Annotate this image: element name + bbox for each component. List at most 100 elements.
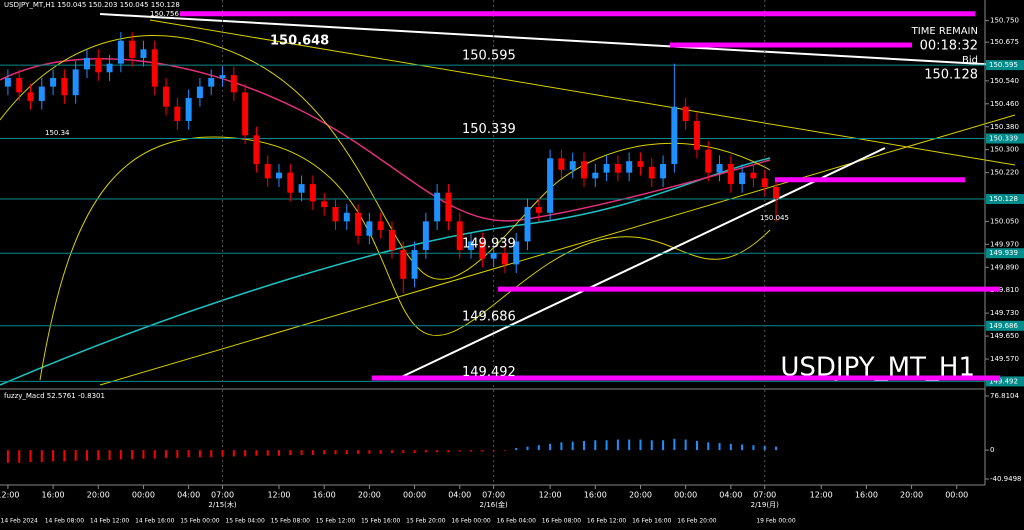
candle-body: [592, 172, 599, 179]
moving-average: [0, 58, 771, 222]
chart-title: USDJPY_MT,H1 150.045 150.203 150.045 150…: [4, 1, 180, 9]
annotation: 150.339: [462, 122, 516, 137]
candle-body: [750, 172, 757, 179]
candle-body: [648, 166, 655, 179]
x-tick-label: 16:00: [855, 491, 878, 500]
date-label: 15 Feb 08:00: [271, 518, 311, 525]
x-tick-label: 16:00: [313, 491, 336, 500]
y-tick-label: 150.540: [990, 77, 1019, 85]
date-label: 15 Feb 00:00: [180, 518, 220, 525]
candle-body: [287, 172, 294, 193]
candle-body: [219, 75, 226, 79]
candle-body: [682, 106, 689, 122]
y-tick-label: 149.730: [990, 309, 1019, 317]
x-tick-label: 12:00: [539, 491, 562, 500]
candle-body: [626, 161, 633, 173]
date-marker: 2/15(木): [208, 500, 236, 509]
candle-body: [83, 57, 90, 70]
candle-body: [343, 212, 350, 222]
trend-line: [99, 13, 1001, 66]
date-marker: 2/19(月): [751, 501, 779, 509]
y-tick-label: 149.890: [990, 263, 1019, 271]
candle-body: [422, 221, 429, 251]
x-tick-label: 00:00: [674, 491, 697, 500]
candle-body: [264, 164, 271, 179]
candle-body: [377, 221, 384, 230]
x-tick-label: 00:00: [945, 491, 968, 500]
x-tick-label: 00:00: [403, 491, 426, 500]
candle-body: [253, 135, 260, 165]
price-tag-box: [986, 60, 1024, 71]
date-label: 16 Feb 04:00: [497, 518, 537, 525]
date-label: 16 Feb 16:00: [632, 518, 672, 525]
candle-body: [501, 252, 508, 265]
date-label: 14 Feb 08:00: [45, 518, 85, 525]
trend-line: [394, 147, 886, 381]
annotation: 150.648: [270, 33, 329, 48]
candle-body: [445, 192, 452, 222]
candle-body: [637, 161, 644, 167]
annotation: 150.595: [462, 49, 516, 64]
candle-body: [16, 78, 23, 93]
bollinger-band: [0, 35, 771, 280]
moving-average: [0, 157, 771, 386]
x-tick-label: 04:00: [448, 491, 471, 500]
price-tag-box: [986, 133, 1024, 144]
bid: 150.128: [924, 68, 978, 83]
x-tick-label: 20:00: [358, 491, 381, 500]
x-tick-label: 07:00: [482, 491, 505, 500]
candle-body: [558, 158, 565, 170]
candle-body: [230, 75, 237, 93]
candle-body: [321, 201, 328, 208]
candle-body: [603, 164, 610, 173]
candle-body: [490, 252, 497, 259]
candle-body: [309, 184, 316, 202]
date-label: 14 Feb 2024: [1, 518, 39, 525]
x-tick-label: 04:00: [177, 491, 200, 500]
y-tick-label: 149.810: [990, 286, 1019, 294]
candle-body: [580, 161, 587, 179]
candle-body: [208, 78, 215, 87]
candle-body: [400, 250, 407, 279]
candle-body: [716, 164, 723, 173]
candle-body: [117, 40, 124, 64]
candle-body: [196, 86, 203, 99]
date-label: 16 Feb 12:00: [587, 518, 627, 525]
indicator-title: fuzzy_Macd 52.5761 -0.8301: [4, 392, 105, 400]
candle-body: [671, 106, 678, 165]
candle-body: [140, 49, 147, 58]
x-tick-label: 16:00: [584, 491, 607, 500]
trend-line: [149, 19, 1016, 166]
time-remain-label: TIME REMAIN: [911, 26, 978, 37]
candle-body: [298, 184, 305, 193]
candle-body: [547, 158, 554, 213]
candle-body: [4, 78, 11, 87]
x-tick-label: 07:00: [211, 491, 234, 500]
date-label: 15 Feb 04:00: [225, 518, 265, 525]
date-label: 19 Feb 00:00: [756, 518, 796, 525]
candle-body: [739, 172, 746, 185]
date-label: 15 Feb 20:00: [406, 518, 446, 525]
x-tick-label: 04:00: [719, 491, 742, 500]
price-tag: 149.492: [989, 377, 1018, 385]
x-tick-label: 07:00: [753, 491, 776, 500]
candle-body: [129, 40, 136, 58]
candle-body: [727, 164, 734, 185]
indicator-tick-label: 76.8104: [990, 392, 1019, 400]
annotation: 150.34: [45, 129, 70, 137]
x-tick-label: 12:00: [0, 491, 19, 500]
price-tag: 150.595: [989, 61, 1018, 69]
candle-body: [388, 229, 395, 251]
annotation: 149.939: [462, 237, 516, 252]
date-label: 16 Feb 08:00: [542, 518, 582, 525]
x-tick-label: 20:00: [900, 491, 923, 500]
y-tick-label: 150.675: [990, 38, 1019, 46]
candle-body: [50, 78, 57, 87]
trend-line: [99, 114, 1016, 386]
y-tick-label: 150.380: [990, 123, 1019, 131]
candle-body: [456, 221, 463, 251]
x-tick-label: 20:00: [87, 491, 110, 500]
candle-body: [479, 241, 486, 259]
price-tag-box: [986, 248, 1024, 259]
